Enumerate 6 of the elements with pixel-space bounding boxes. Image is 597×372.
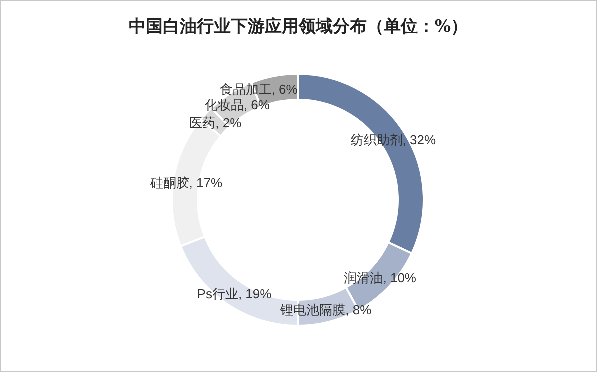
slice-label: Ps行业, 19%: [197, 286, 272, 302]
slice-label: 锂电池隔膜, 8%: [280, 302, 372, 318]
slice-label: 硅酮胶, 17%: [149, 175, 223, 190]
slice-label: 医药, 2%: [190, 116, 242, 131]
chart-title: 中国白油行业下游应用领域分布（单位：%）: [128, 17, 468, 37]
slice-label: 化妆品, 6%: [204, 98, 270, 113]
